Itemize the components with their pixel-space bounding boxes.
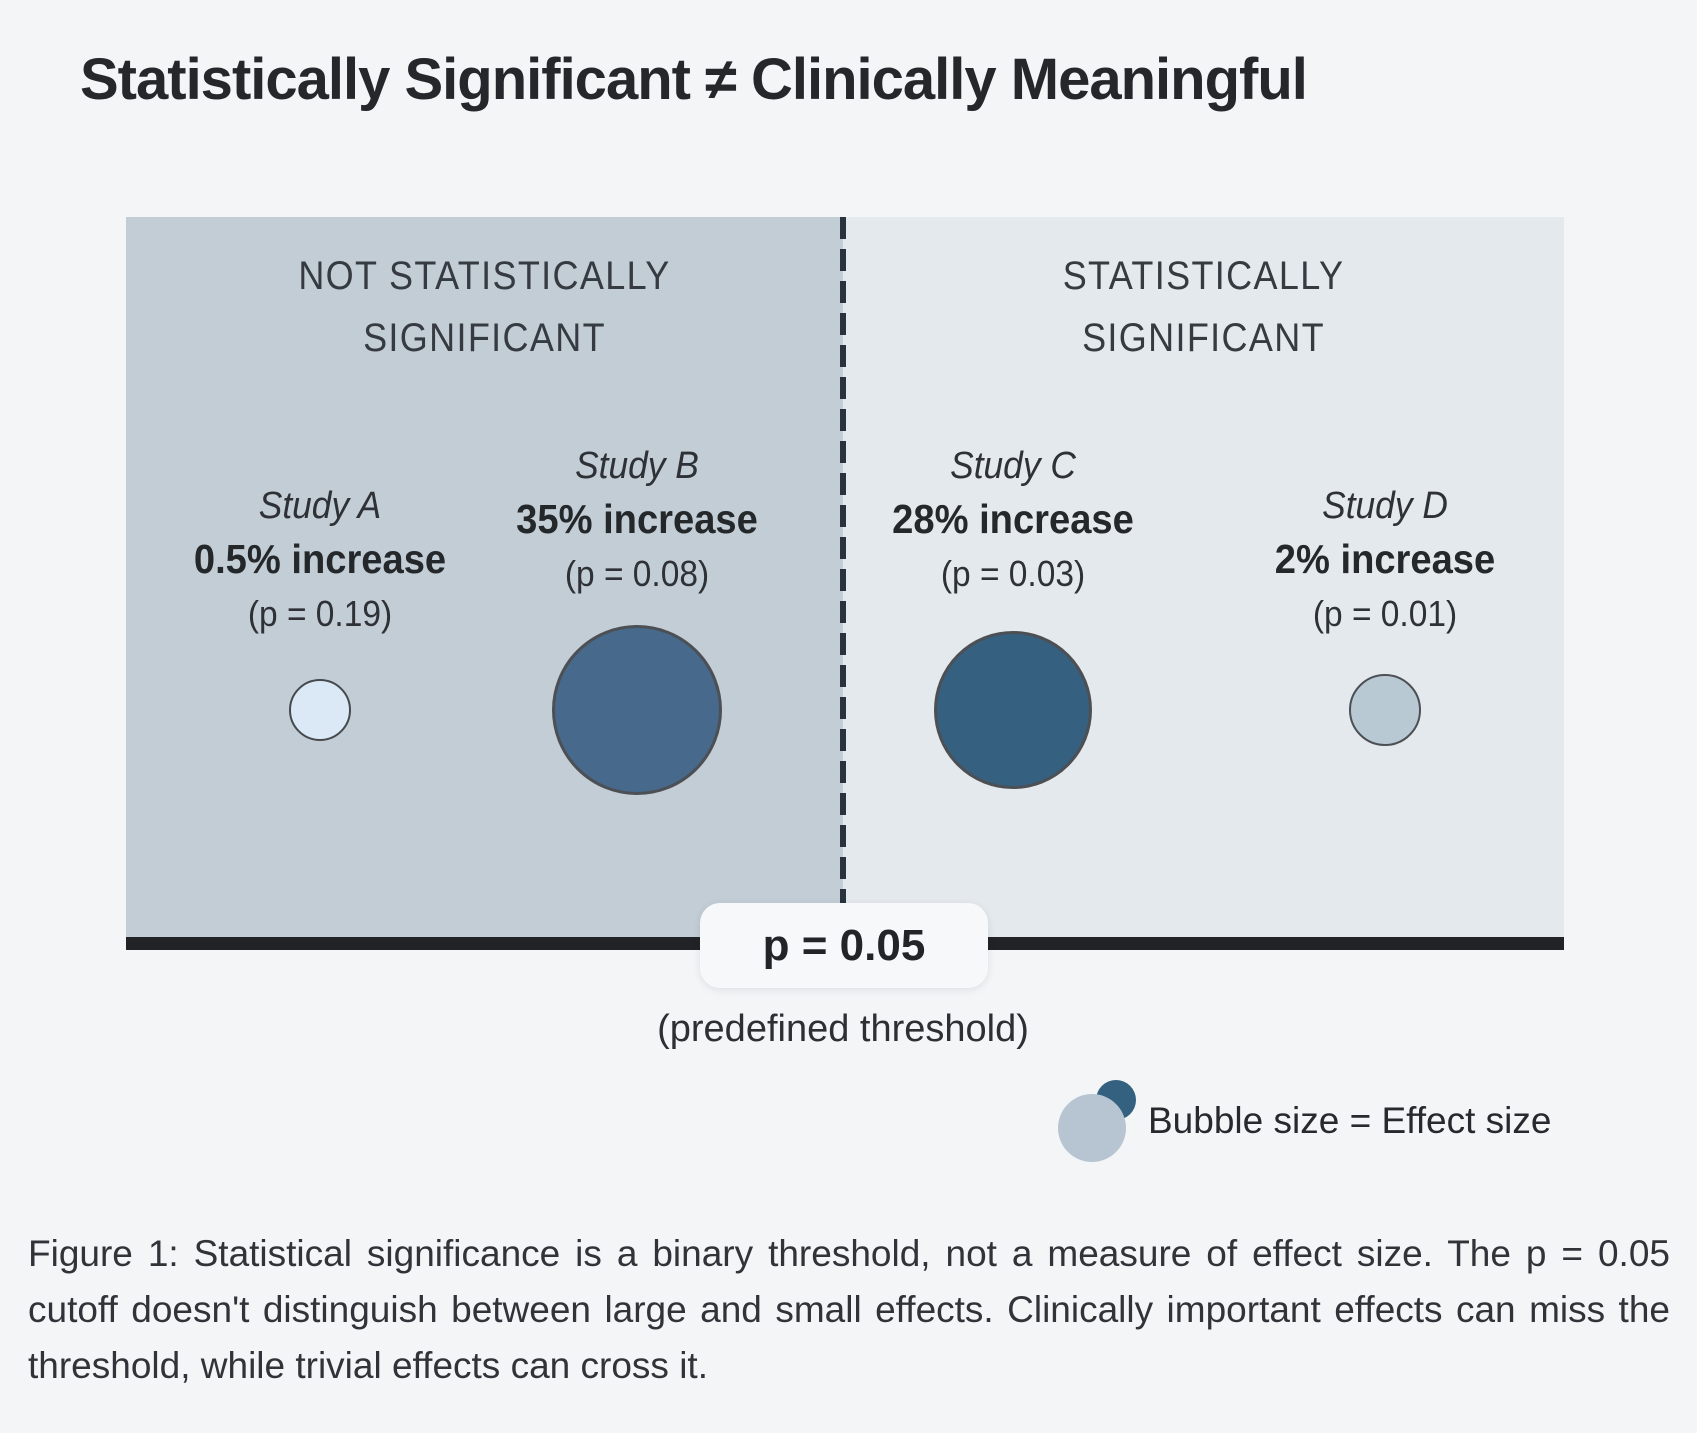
study-name: Study D (1322, 485, 1448, 527)
study-c-bubble (934, 631, 1092, 789)
study-name: Study A (258, 485, 382, 527)
study-effect: 0.5% increase (193, 536, 447, 582)
legend-label: Bubble size = Effect size (1148, 1100, 1552, 1141)
study-p-value: (p = 0.19) (247, 593, 393, 634)
panel-label-line1: NOT STATISTICALLY (298, 254, 671, 298)
study-d-labels: Study D 2% increase (p = 0.01) (1218, 485, 1553, 635)
panel-significant: STATISTICALLY SIGNIFICANT (843, 217, 1564, 937)
study-name: Study B (575, 445, 699, 487)
study-effect: 2% increase (1274, 536, 1496, 582)
panel-significant-label: STATISTICALLY SIGNIFICANT (879, 245, 1528, 369)
panel-not-significant-label: NOT STATISTICALLY SIGNIFICANT (162, 245, 807, 369)
legend-large-bubble-icon (1058, 1094, 1126, 1162)
study-effect: 35% increase (516, 496, 758, 542)
study-effect: 28% increase (892, 496, 1134, 542)
panel-label-line2: SIGNIFICANT (1082, 316, 1325, 360)
study-c-labels: Study C 28% increase (p = 0.03) (846, 445, 1181, 595)
panel-label-line2: SIGNIFICANT (363, 316, 606, 360)
study-name: Study C (950, 445, 1076, 487)
study-b-labels: Study B 35% increase (p = 0.08) (470, 445, 805, 595)
study-b-bubble (552, 625, 722, 795)
threshold-divider-dashed-line (840, 217, 846, 937)
study-a-bubble (289, 679, 351, 741)
threshold-label-box: p = 0.05 (700, 903, 988, 988)
study-d-bubble (1349, 674, 1421, 746)
figure-title: Statistically Significant ≠ Clinically M… (80, 47, 1308, 112)
threshold-label: p = 0.05 (762, 920, 926, 970)
study-p-value: (p = 0.08) (564, 553, 710, 594)
bubble-chart: NOT STATISTICALLY SIGNIFICANT STATISTICA… (126, 217, 1564, 950)
panel-label-line1: STATISTICALLY (1062, 254, 1345, 298)
threshold-sublabel: (predefined threshold) (657, 1008, 1029, 1050)
study-p-value: (p = 0.01) (1312, 593, 1458, 634)
panel-not-significant: NOT STATISTICALLY SIGNIFICANT (126, 217, 843, 937)
study-p-value: (p = 0.03) (940, 553, 1086, 594)
study-a-labels: Study A 0.5% increase (p = 0.19) (153, 485, 488, 635)
figure-caption: Figure 1: Statistical significance is a … (28, 1233, 1670, 1386)
